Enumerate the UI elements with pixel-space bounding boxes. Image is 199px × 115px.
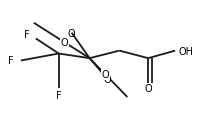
Text: F: F bbox=[24, 30, 30, 39]
Text: O: O bbox=[68, 28, 75, 38]
Text: O: O bbox=[61, 38, 68, 48]
Text: OH: OH bbox=[178, 46, 193, 56]
Text: F: F bbox=[56, 90, 61, 100]
Text: O: O bbox=[102, 70, 109, 80]
Text: O: O bbox=[104, 74, 111, 84]
Text: O: O bbox=[144, 84, 152, 93]
Text: F: F bbox=[8, 56, 14, 66]
